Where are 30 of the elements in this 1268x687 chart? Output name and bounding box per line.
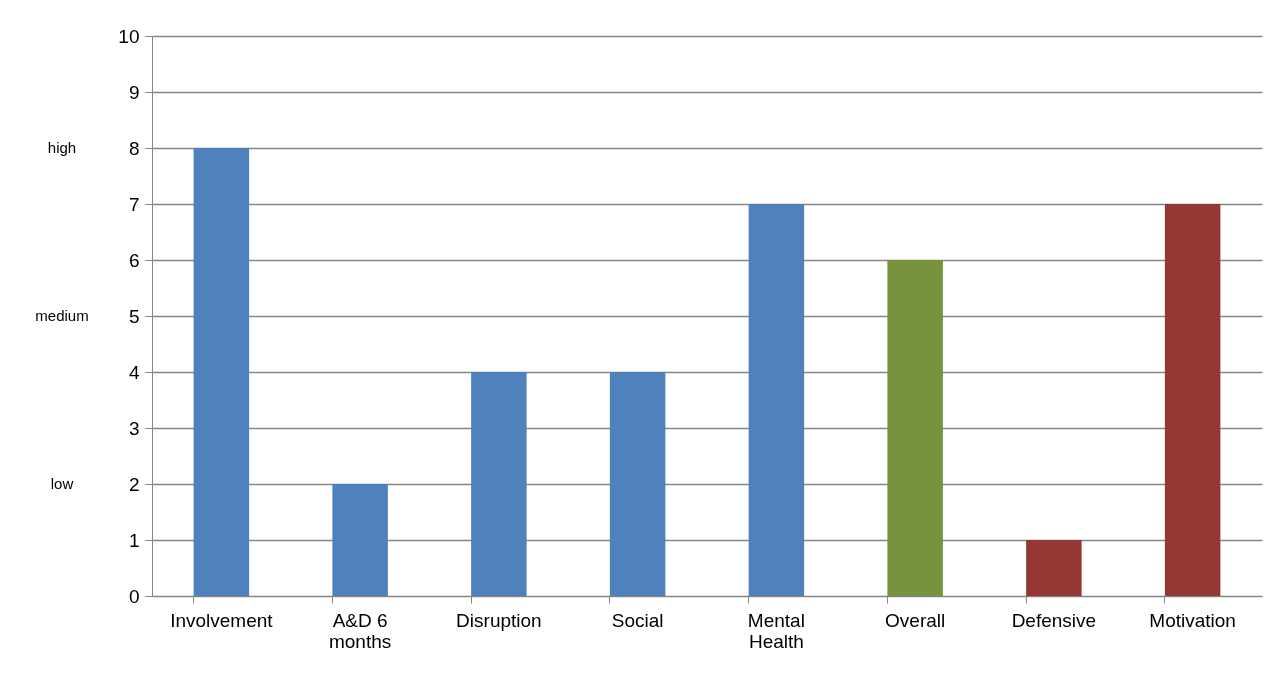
x-tick-label: Disruption: [456, 609, 542, 631]
y-tick-label: 1: [128, 529, 140, 551]
x-tick-label: A&D 6 months: [328, 609, 392, 652]
y-tick-label: 4: [128, 361, 140, 383]
y-tick-label: 6: [128, 249, 140, 271]
y-tick-label: 10: [118, 25, 140, 47]
x-tick-label: Defensive: [1011, 609, 1097, 631]
bar: [748, 204, 805, 596]
bar: [1164, 204, 1221, 596]
x-tick-label: Overall: [885, 609, 946, 631]
x-tick-label: Involvement: [170, 609, 274, 631]
bar: [332, 484, 388, 596]
text: medium: [35, 307, 89, 324]
text: low: [50, 475, 74, 492]
y-tick-label: 8: [128, 137, 140, 159]
y-tick-label: 5: [128, 305, 140, 327]
bar: [193, 148, 250, 596]
y-tick-label: 9: [128, 81, 140, 103]
x-tick-label: Social: [611, 609, 664, 631]
x-tick-label: Motivation: [1149, 609, 1236, 631]
y-tick-label: 7: [128, 193, 140, 215]
y-tick-label: 0: [128, 585, 140, 607]
bar: [609, 372, 666, 596]
bar: [1026, 540, 1082, 596]
x-tick-label: Mental Health: [747, 609, 805, 652]
text: high: [47, 139, 77, 156]
bar: [887, 260, 943, 596]
bar: [471, 372, 527, 596]
y-tick-label: 2: [128, 473, 140, 495]
y-tick-label: 3: [128, 417, 140, 439]
